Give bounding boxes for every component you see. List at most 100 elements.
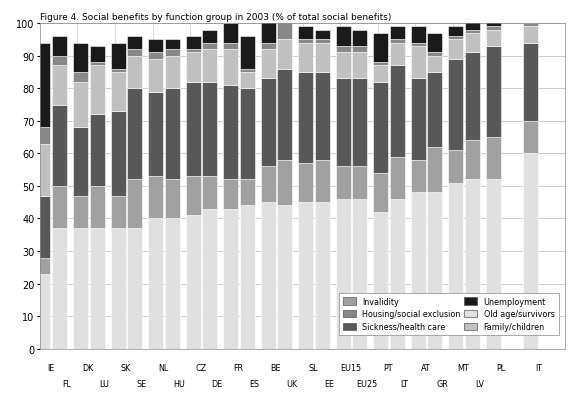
Text: FL: FL [63, 379, 71, 388]
Bar [148, 92, 163, 177]
Text: SK: SK [120, 363, 131, 373]
Bar [373, 66, 388, 83]
Bar [202, 209, 217, 349]
Bar [352, 53, 367, 79]
Text: SE: SE [137, 379, 147, 388]
Bar [111, 69, 126, 73]
Bar [298, 73, 313, 164]
Bar [315, 44, 329, 73]
Bar [373, 174, 388, 213]
Text: HU: HU [174, 379, 186, 388]
Bar [427, 53, 442, 57]
Bar [315, 203, 329, 349]
Bar [448, 183, 463, 349]
Bar [465, 180, 480, 349]
Bar [202, 50, 217, 83]
Text: EU25: EU25 [356, 379, 378, 388]
Bar [277, 160, 292, 206]
Bar [127, 50, 142, 57]
Bar [186, 50, 200, 53]
Bar [90, 63, 104, 66]
Bar [336, 199, 351, 349]
Bar [186, 53, 200, 83]
Bar [164, 57, 179, 89]
Bar [277, 69, 292, 160]
Bar [73, 73, 88, 83]
Bar [223, 86, 238, 180]
Bar [223, 209, 238, 349]
Bar [523, 44, 538, 122]
Bar [52, 66, 67, 105]
Bar [389, 66, 405, 157]
Bar [90, 229, 104, 349]
Bar [315, 73, 329, 160]
Bar [240, 69, 255, 73]
Text: DE: DE [211, 379, 223, 388]
Bar [164, 219, 179, 349]
Bar [260, 79, 276, 167]
Bar [427, 34, 442, 53]
Bar [240, 180, 255, 206]
Bar [352, 167, 367, 199]
Text: NL: NL [158, 363, 168, 373]
Bar [373, 83, 388, 174]
Bar [240, 73, 255, 89]
Bar [260, 203, 276, 349]
Bar [465, 21, 480, 30]
Bar [427, 193, 442, 349]
Bar [90, 66, 104, 115]
Bar [486, 47, 501, 138]
Text: EE: EE [325, 379, 335, 388]
Bar [427, 57, 442, 73]
Bar [127, 89, 142, 180]
Bar [523, 122, 538, 154]
Bar [411, 160, 426, 193]
Bar [277, 18, 292, 40]
Text: MT: MT [457, 363, 469, 373]
Bar [90, 186, 104, 229]
Bar [277, 206, 292, 349]
Bar [277, 41, 292, 69]
Bar [352, 79, 367, 167]
Bar [523, 24, 538, 27]
Bar [260, 167, 276, 203]
Bar [486, 138, 501, 180]
Bar [373, 34, 388, 63]
Bar [35, 274, 50, 349]
Bar [352, 199, 367, 349]
Legend: Invalidity, Housing/social exclusion, Sickness/health care, Unemployment, Old ag: Invalidity, Housing/social exclusion, Si… [339, 293, 558, 335]
Bar [148, 60, 163, 92]
Bar [240, 206, 255, 349]
Bar [111, 112, 126, 196]
Bar [389, 157, 405, 199]
Bar [164, 180, 179, 219]
Bar [35, 258, 50, 274]
Bar [73, 83, 88, 128]
Bar [35, 44, 50, 128]
Bar [111, 73, 126, 112]
Bar [523, 27, 538, 44]
Bar [223, 50, 238, 86]
Bar [73, 229, 88, 349]
Bar [52, 57, 67, 66]
Bar [164, 89, 179, 180]
Text: AT: AT [421, 363, 431, 373]
Bar [373, 213, 388, 349]
Text: LT: LT [401, 379, 409, 388]
Text: PL: PL [496, 363, 505, 373]
Bar [186, 216, 200, 349]
Bar [73, 196, 88, 229]
Bar [277, 8, 292, 18]
Bar [352, 30, 367, 47]
Bar [465, 141, 480, 180]
Bar [111, 229, 126, 349]
Bar [298, 41, 313, 44]
Bar [523, 11, 538, 24]
Bar [298, 44, 313, 73]
Bar [315, 41, 329, 44]
Bar [465, 34, 480, 53]
Bar [486, 180, 501, 349]
Bar [411, 44, 426, 47]
Text: BE: BE [270, 363, 281, 373]
Bar [427, 148, 442, 193]
